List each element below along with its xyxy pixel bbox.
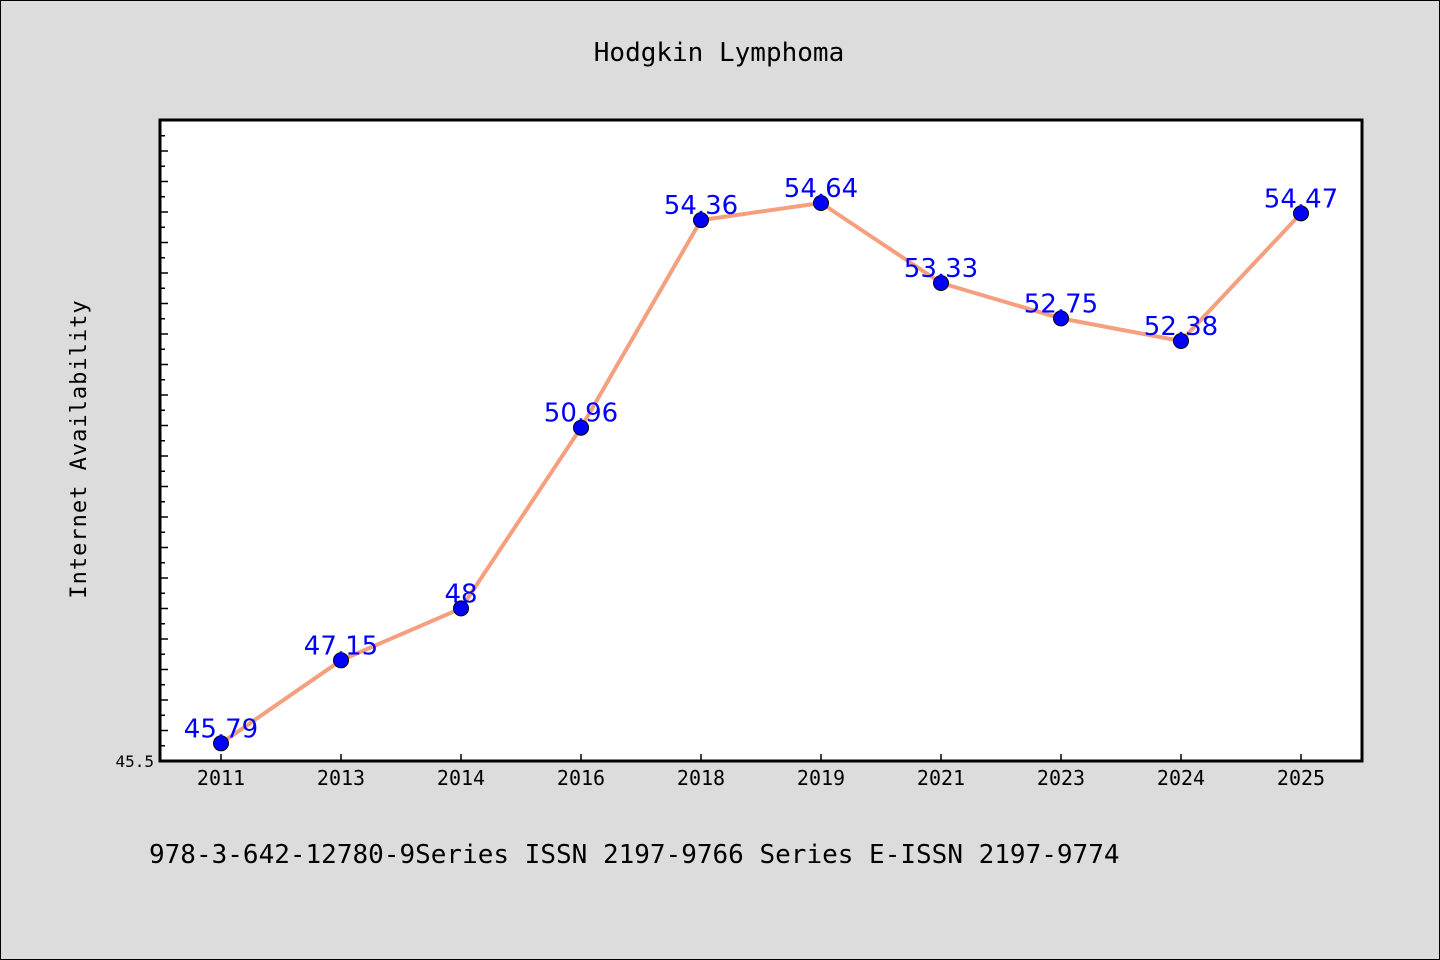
- data-point-marker: [813, 195, 829, 211]
- x-tick-label: 2023: [1037, 766, 1085, 790]
- x-tick-label: 2019: [797, 766, 845, 790]
- chart-title: Hodgkin Lymphoma: [594, 38, 844, 68]
- data-value-label: 54.64: [784, 174, 858, 204]
- data-value-label: 48: [444, 579, 477, 609]
- x-tick-label: 2018: [677, 766, 725, 790]
- data-point-marker: [573, 419, 589, 436]
- x-tick-label: 2011: [197, 766, 245, 790]
- data-labels: 45.79 47.15 48 50.96 54.36 54.64 53.33 52.75 52.…: [184, 174, 1338, 744]
- data-point-marker: [333, 652, 349, 669]
- x-axis-ticks: 2011 2013 2014 2016 2018 2019 2021 2023 2024 2025: [197, 754, 1325, 790]
- data-value-label: 54.47: [1264, 184, 1338, 214]
- x-tick-label: 2025: [1277, 766, 1325, 790]
- data-point-marker: [933, 275, 949, 291]
- x-tick-label: 2024: [1157, 766, 1205, 790]
- data-point-marker: [213, 735, 229, 752]
- x-tick-label: 2013: [317, 766, 365, 790]
- plot-area: [160, 120, 1362, 761]
- y-tick-label: 45.5: [115, 752, 154, 771]
- data-point-marker: [1053, 310, 1069, 327]
- data-value-label: 54.36: [664, 191, 738, 221]
- x-tick-label: 2016: [557, 766, 605, 790]
- data-value-label: 50.96: [544, 399, 618, 429]
- series-line: [219, 201, 1303, 746]
- plot-frame: [158, 118, 1364, 763]
- data-point-marker: [693, 212, 709, 229]
- y-axis-label: Internet Availability: [67, 299, 92, 598]
- data-value-label: 52.75: [1024, 289, 1098, 319]
- data-value-label: 53.33: [904, 254, 978, 284]
- data-value-label: 52.38: [1144, 312, 1218, 342]
- data-point-marker: [1293, 205, 1309, 222]
- data-point-marker: [453, 600, 469, 617]
- data-point-marker: [1173, 333, 1189, 349]
- footer-identifiers: 978-3-642-12780-9Series ISSN 2197-9766 S…: [149, 840, 1120, 870]
- x-tick-label: 2014: [437, 766, 485, 790]
- data-value-label: 47.15: [304, 631, 378, 661]
- data-value-label: 45.79: [184, 714, 258, 744]
- series-markers: [213, 195, 1309, 752]
- x-tick-label: 2021: [917, 766, 965, 790]
